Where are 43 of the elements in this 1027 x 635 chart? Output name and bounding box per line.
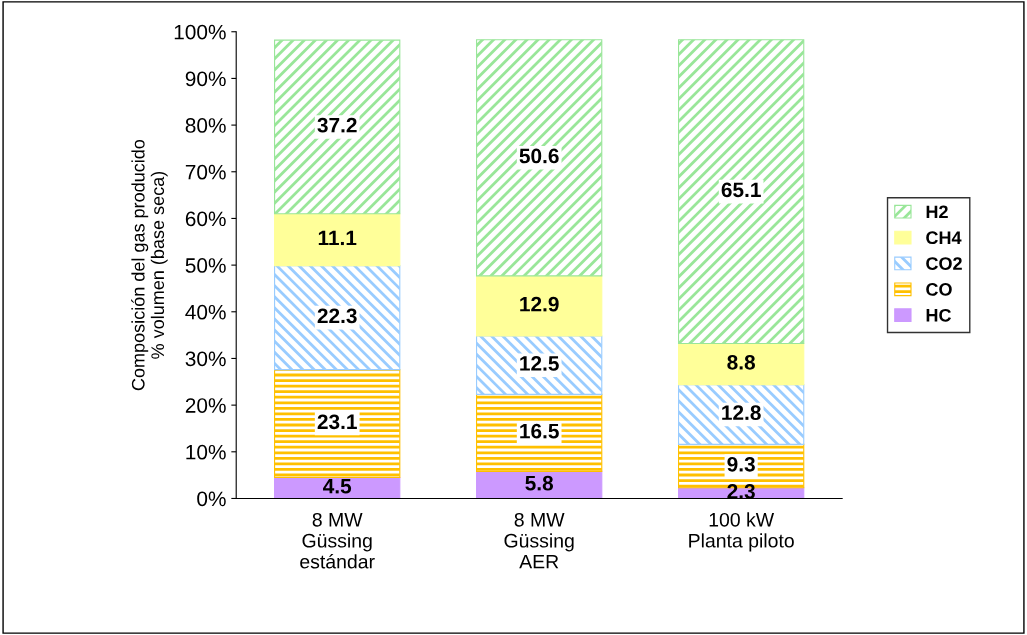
data-label: 12.5 [520,356,559,371]
y-tick-label: 80% [185,118,226,133]
bar [274,213,401,267]
y-tick-label: 50% [185,258,226,273]
data-label: 23.1 [317,414,357,430]
legend-label: CO [926,283,952,296]
x-tick-label: 8 MW Güssing AER [504,512,574,569]
data-label: 12.8 [722,405,761,421]
data-label: 9.3 [727,456,755,472]
x-tick-label: 100 kW Planta piloto [689,512,794,552]
bar [274,39,401,215]
y-tick-label: 70% [185,164,226,180]
data-label: 8.8 [727,354,755,370]
y-tick-label: 40% [185,304,226,320]
y-tick-label: 0% [197,491,226,507]
y-tick-label: 20% [185,398,226,413]
data-label: 50.6 [519,148,559,164]
data-label: 11.1 [318,230,357,246]
bar [476,39,603,277]
legend-label: CO2 [926,257,962,270]
bar [677,39,805,345]
bar [677,342,805,386]
legend-label: CH4 [926,231,962,245]
data-label: 37.2 [317,117,357,133]
y-tick-label: 90% [185,71,226,87]
bar [476,393,603,472]
data-label: 5.8 [525,475,554,491]
data-label: 4.5 [323,479,352,494]
data-label: 12.9 [520,296,559,312]
bar [274,369,401,479]
data-label: 22.3 [317,308,357,324]
legend-label: HC [926,308,952,322]
y-tick-label: 10% [186,444,226,460]
x-tick-label: 8 MW Güssing estándar [300,512,375,569]
bar [274,265,401,371]
bar [476,275,603,337]
y-axis-title: Composición del gas producido % volumen (base seca) [131,139,168,391]
data-label: 16.5 [520,423,559,439]
legend-label: H2 [926,205,948,219]
data-label: 65.1 [721,182,761,198]
y-tick-label: 30% [185,351,226,367]
y-tick-label: 100% [174,24,226,40]
y-tick-label: 60% [185,211,226,227]
